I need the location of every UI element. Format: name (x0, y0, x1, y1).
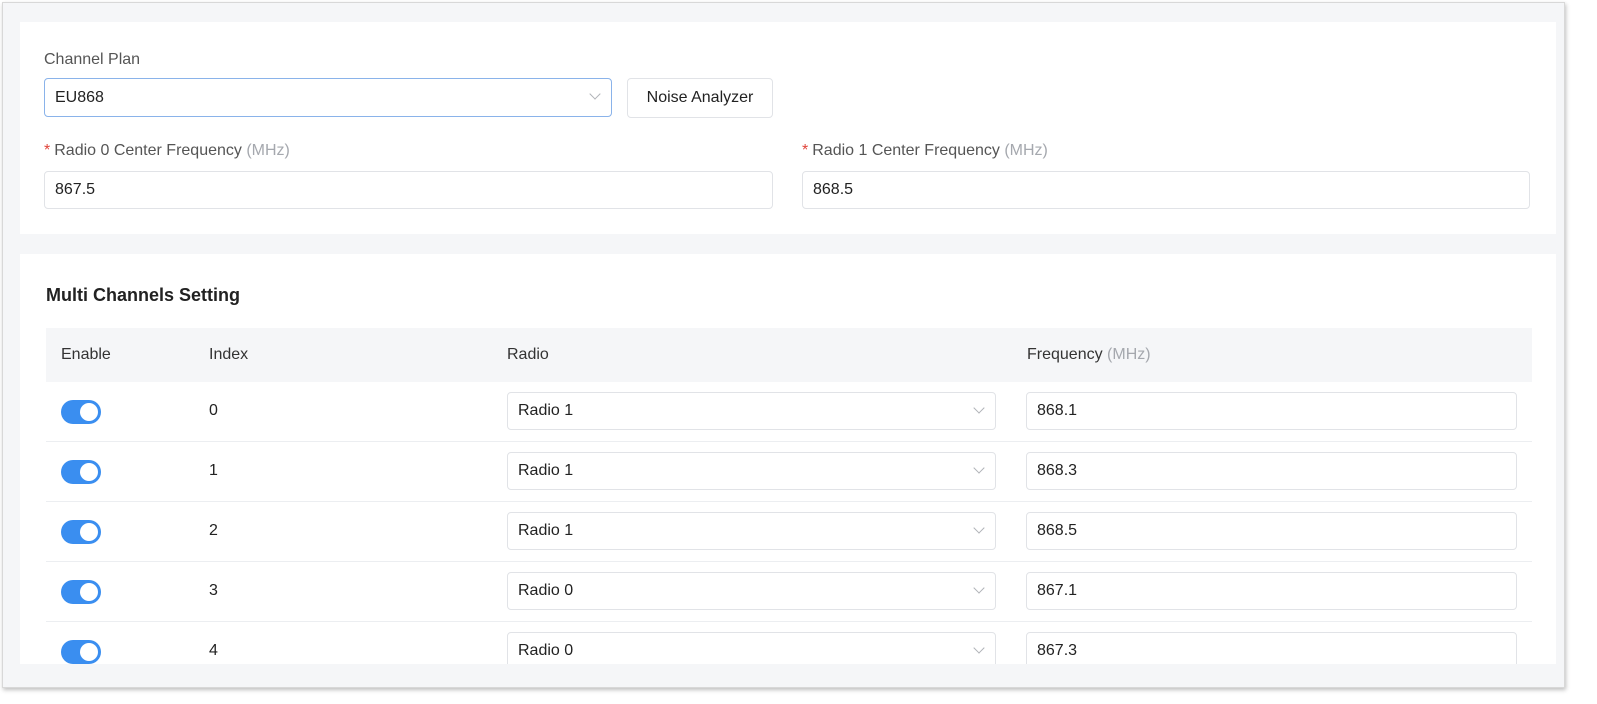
multi-channels-card: Multi Channels Setting Enable Index Radi… (20, 254, 1556, 664)
page-frame: Channel Plan EU868 Noise Analyzer * Radio… (2, 2, 1565, 688)
radio-settings-card: Channel Plan EU868 Noise Analyzer * Radio… (20, 22, 1556, 234)
noise-analyzer-button[interactable]: Noise Analyzer (627, 78, 773, 118)
chevron-down-icon (973, 402, 985, 414)
chevron-down-icon (973, 642, 985, 654)
index-cell: 4 (209, 642, 218, 659)
radio-value: Radio 0 (518, 582, 574, 599)
radio-select[interactable]: Radio 0 (507, 632, 996, 664)
radio-value: Radio 1 (518, 522, 574, 539)
frequency-input[interactable]: 868.5 (1026, 512, 1517, 550)
radio1-frequency-input[interactable]: 868.5 (802, 171, 1530, 209)
enable-toggle[interactable] (61, 640, 101, 664)
channel-plan-label: Channel Plan (44, 51, 141, 68)
header-radio: Radio (507, 346, 549, 363)
frequency-input[interactable]: 867.1 (1026, 572, 1517, 610)
channel-plan-value: EU868 (55, 88, 104, 106)
index-cell: 2 (209, 522, 218, 539)
index-cell: 0 (209, 402, 218, 419)
table-row: 0 Radio 1 868.1 (46, 382, 1532, 442)
radio-value: Radio 1 (518, 462, 574, 479)
chevron-down-icon (973, 462, 985, 474)
required-icon: * (802, 142, 809, 159)
header-index: Index (209, 346, 249, 363)
radio-select[interactable]: Radio 1 (507, 452, 996, 490)
radio1-label: * Radio 1 Center Frequency (MHz) (802, 142, 1048, 160)
radio-select[interactable]: Radio 0 (507, 572, 996, 610)
enable-toggle[interactable] (61, 520, 101, 544)
channel-plan-select[interactable]: EU868 (44, 78, 612, 117)
required-icon: * (44, 142, 51, 159)
chevron-down-icon (973, 582, 985, 594)
table-header: Enable Index Radio Frequency (MHz) (46, 328, 1532, 382)
table-row: 3 Radio 0 867.1 (46, 562, 1532, 622)
enable-toggle[interactable] (61, 580, 101, 604)
header-enable: Enable (61, 346, 111, 363)
index-cell: 1 (209, 462, 218, 479)
chevron-down-icon (973, 522, 985, 534)
table-row: 1 Radio 1 868.3 (46, 442, 1532, 502)
frequency-input[interactable]: 867.3 (1026, 632, 1517, 664)
radio-select[interactable]: Radio 1 (507, 512, 996, 550)
unit: (MHz) (1107, 346, 1151, 363)
table-row: 2 Radio 1 868.5 (46, 502, 1532, 562)
radio-value: Radio 1 (518, 402, 574, 419)
table-row: 4 Radio 0 867.3 (46, 622, 1532, 664)
radio-select[interactable]: Radio 1 (507, 392, 996, 430)
radio1-label-text: Radio 1 Center Frequency (812, 142, 1000, 159)
unit: (MHz) (246, 142, 290, 159)
header-frequency-text: Frequency (1027, 346, 1103, 363)
radio0-label-text: Radio 0 Center Frequency (54, 142, 242, 159)
radio0-frequency-input[interactable]: 867.5 (44, 171, 773, 209)
index-cell: 3 (209, 582, 218, 599)
radio0-label: * Radio 0 Center Frequency (MHz) (44, 142, 290, 160)
frequency-input[interactable]: 868.1 (1026, 392, 1517, 430)
section-title: Multi Channels Setting (46, 285, 241, 305)
enable-toggle[interactable] (61, 400, 101, 424)
frequency-input[interactable]: 868.3 (1026, 452, 1517, 490)
radio-value: Radio 0 (518, 642, 574, 659)
enable-toggle[interactable] (61, 460, 101, 484)
header-frequency: Frequency (MHz) (1027, 346, 1151, 364)
chevron-down-icon (589, 88, 601, 100)
unit: (MHz) (1004, 142, 1048, 159)
